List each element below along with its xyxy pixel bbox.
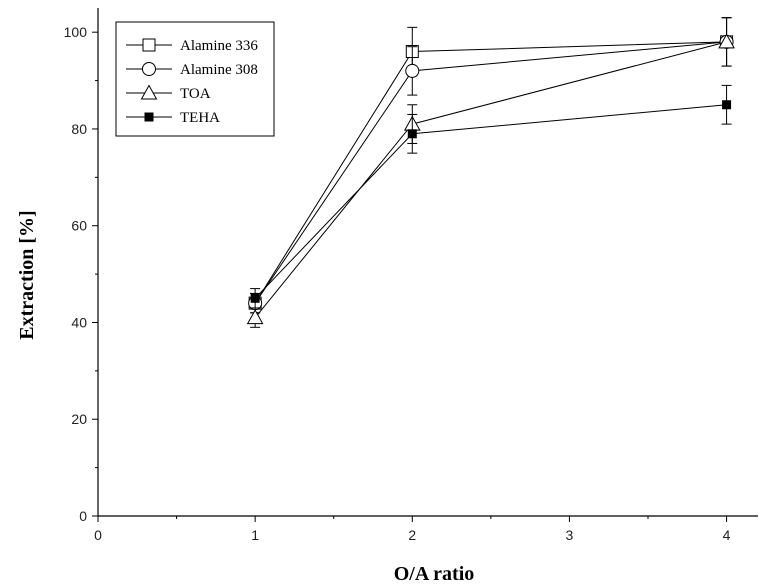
- y-tick-label: 0: [79, 508, 87, 524]
- legend: Alamine 336 Alamine 308 TOA TEHA: [115, 21, 275, 137]
- data-point: [718, 33, 735, 49]
- legend-item: Alamine 336: [126, 38, 258, 54]
- legend-marker: [142, 62, 156, 76]
- y-tick-label: 20: [71, 411, 87, 427]
- x-tick-label: 0: [94, 527, 102, 543]
- legend-marker: [144, 112, 154, 122]
- y-tick-label: 40: [71, 314, 87, 330]
- x-tick-label: 4: [723, 527, 731, 543]
- y-tick-label: 60: [71, 218, 87, 234]
- legend-label: Alamine 336: [180, 38, 258, 54]
- series-line: [254, 104, 727, 299]
- data-point: [722, 100, 732, 110]
- series-line: [254, 41, 727, 304]
- x-tick-label: 2: [408, 527, 416, 543]
- y-tick-label: 80: [71, 121, 87, 137]
- x-tick-label: 1: [251, 527, 259, 543]
- data-point: [250, 293, 260, 303]
- y-tick-label: 100: [64, 24, 88, 40]
- legend-marker: [142, 38, 156, 52]
- series-layer: [246, 17, 735, 328]
- x-tick-label: 3: [566, 527, 574, 543]
- series-teha: [250, 84, 732, 309]
- legend-item: TOA: [126, 84, 211, 102]
- x-axis-title: O/A ratio: [394, 563, 475, 585]
- series-line: [254, 41, 727, 318]
- legend-item: TEHA: [126, 110, 220, 126]
- legend-label: Alamine 308: [180, 62, 258, 78]
- legend-label: TEHA: [180, 110, 220, 126]
- legend-marker: [140, 84, 158, 100]
- series-alamine-308: [248, 17, 734, 314]
- data-point: [407, 129, 417, 139]
- legend-item: Alamine 308: [126, 62, 258, 78]
- data-point: [246, 309, 264, 325]
- data-point: [405, 63, 420, 78]
- y-axis-title: Extraction [%]: [16, 210, 38, 339]
- legend-label: TOA: [180, 86, 211, 102]
- series-line: [254, 41, 727, 304]
- series-alamine-336: [248, 17, 734, 314]
